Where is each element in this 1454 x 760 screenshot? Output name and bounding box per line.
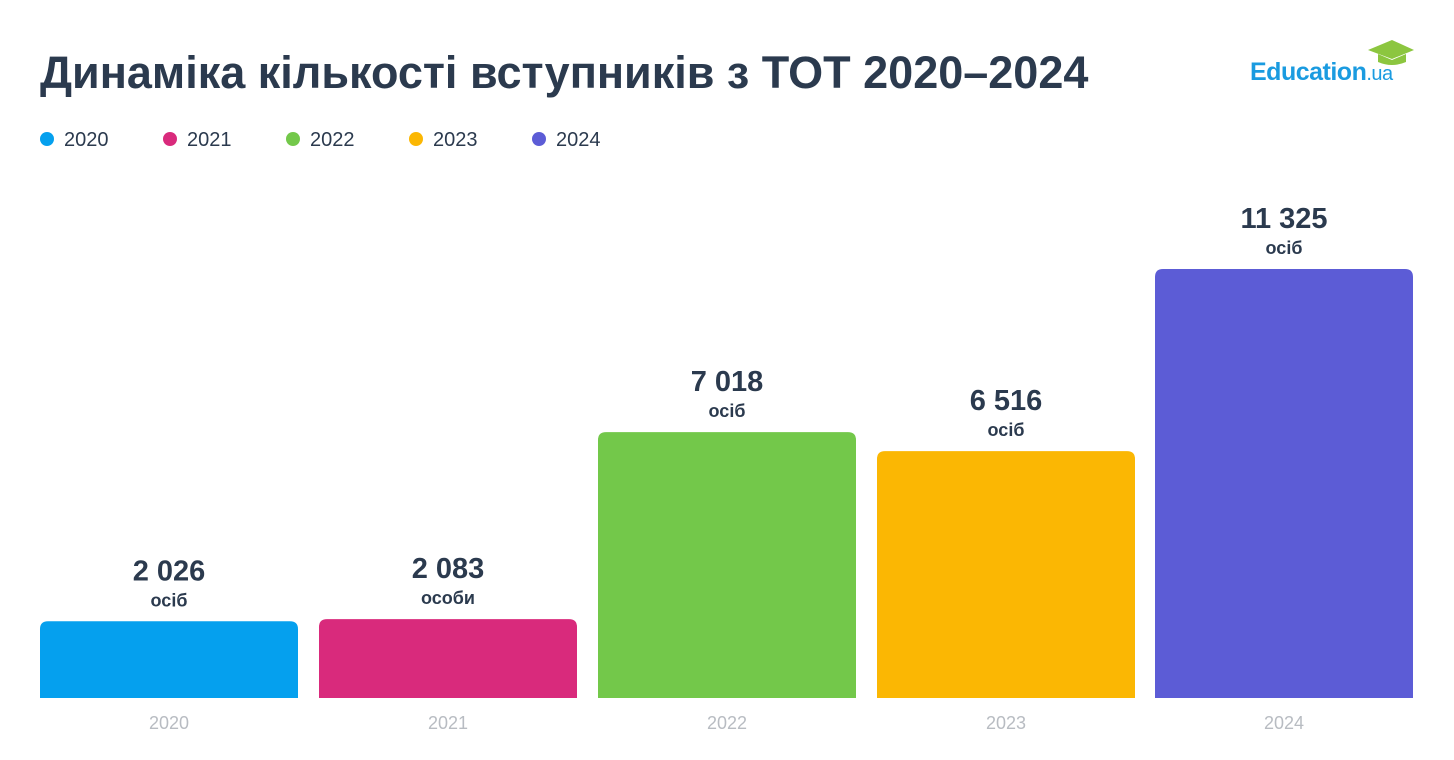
value-unit: осіб [151,590,188,610]
logo-cap-base [1378,54,1406,65]
value-label: 11 325 [1240,203,1327,235]
value-label: 7 018 [691,366,764,398]
legend-label: 2024 [556,129,601,151]
value-label: 2 026 [133,555,206,587]
value-unit: осіб [1266,238,1303,258]
legend-marker [286,132,300,146]
logo-text: Education [1250,58,1366,86]
chart-title: Динаміка кількості вступників з ТОТ 2020… [40,47,1088,98]
legend-marker [532,132,546,146]
x-tick-label: 2022 [707,713,747,733]
value-label: 2 083 [412,553,485,585]
bar [40,621,298,698]
legend-label: 2021 [187,129,232,151]
x-tick-label: 2020 [149,713,189,733]
legend-marker [409,132,423,146]
value-label: 6 516 [970,385,1043,417]
logo-suffix: .ua [1366,63,1394,85]
legend-label: 2022 [310,129,355,151]
logo-name: Education.ua [1250,58,1394,86]
logo: Education.ua [1250,40,1414,86]
legend-label: 2020 [64,129,109,151]
x-tick-label: 2024 [1264,713,1304,733]
value-unit: осіб [988,420,1025,440]
bar [1155,269,1413,698]
x-tick-label: 2023 [986,713,1026,733]
legend-marker [163,132,177,146]
value-unit: осіб [709,401,746,421]
bar [598,432,856,698]
bar [877,451,1135,698]
legend-label: 2023 [433,129,478,151]
legend-marker [40,132,54,146]
x-tick-label: 2021 [428,713,468,733]
value-unit: особи [421,588,475,608]
logo-cap [1368,40,1414,59]
bar [319,619,577,698]
